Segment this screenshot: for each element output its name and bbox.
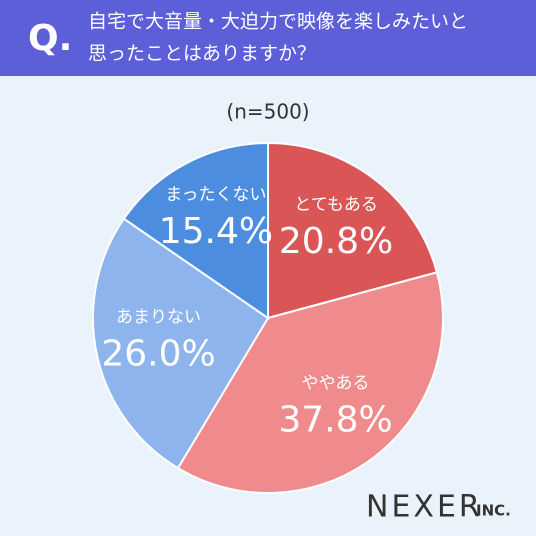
header (0, 0, 536, 76)
slice-value-label: 20.8% (279, 221, 393, 262)
slice-category: まったくない (165, 185, 266, 205)
subtitle: (n=500) (226, 100, 309, 124)
pie-slice (92, 217, 270, 470)
slice-category: あまりない (116, 308, 201, 328)
slice-value-label: 15.4% (159, 211, 273, 252)
chart-title: 思ったことはありますか？ (88, 43, 316, 65)
slice-category: とてもある (294, 195, 378, 215)
logo-suffix: INC. (476, 502, 511, 520)
chart-title: 自宅で大音量・大迫力で映像を楽しみたいと (88, 11, 468, 33)
slice-category: ややある (302, 373, 370, 393)
slice-value-label: 26.0% (101, 334, 215, 375)
question-marker: Q. (28, 18, 72, 59)
slice-value-label: 37.8% (278, 399, 392, 440)
logo-name: NEXER (366, 490, 483, 525)
pie-slice (176, 271, 444, 494)
pie-slice (267, 141, 439, 320)
pie-slice (122, 141, 269, 320)
